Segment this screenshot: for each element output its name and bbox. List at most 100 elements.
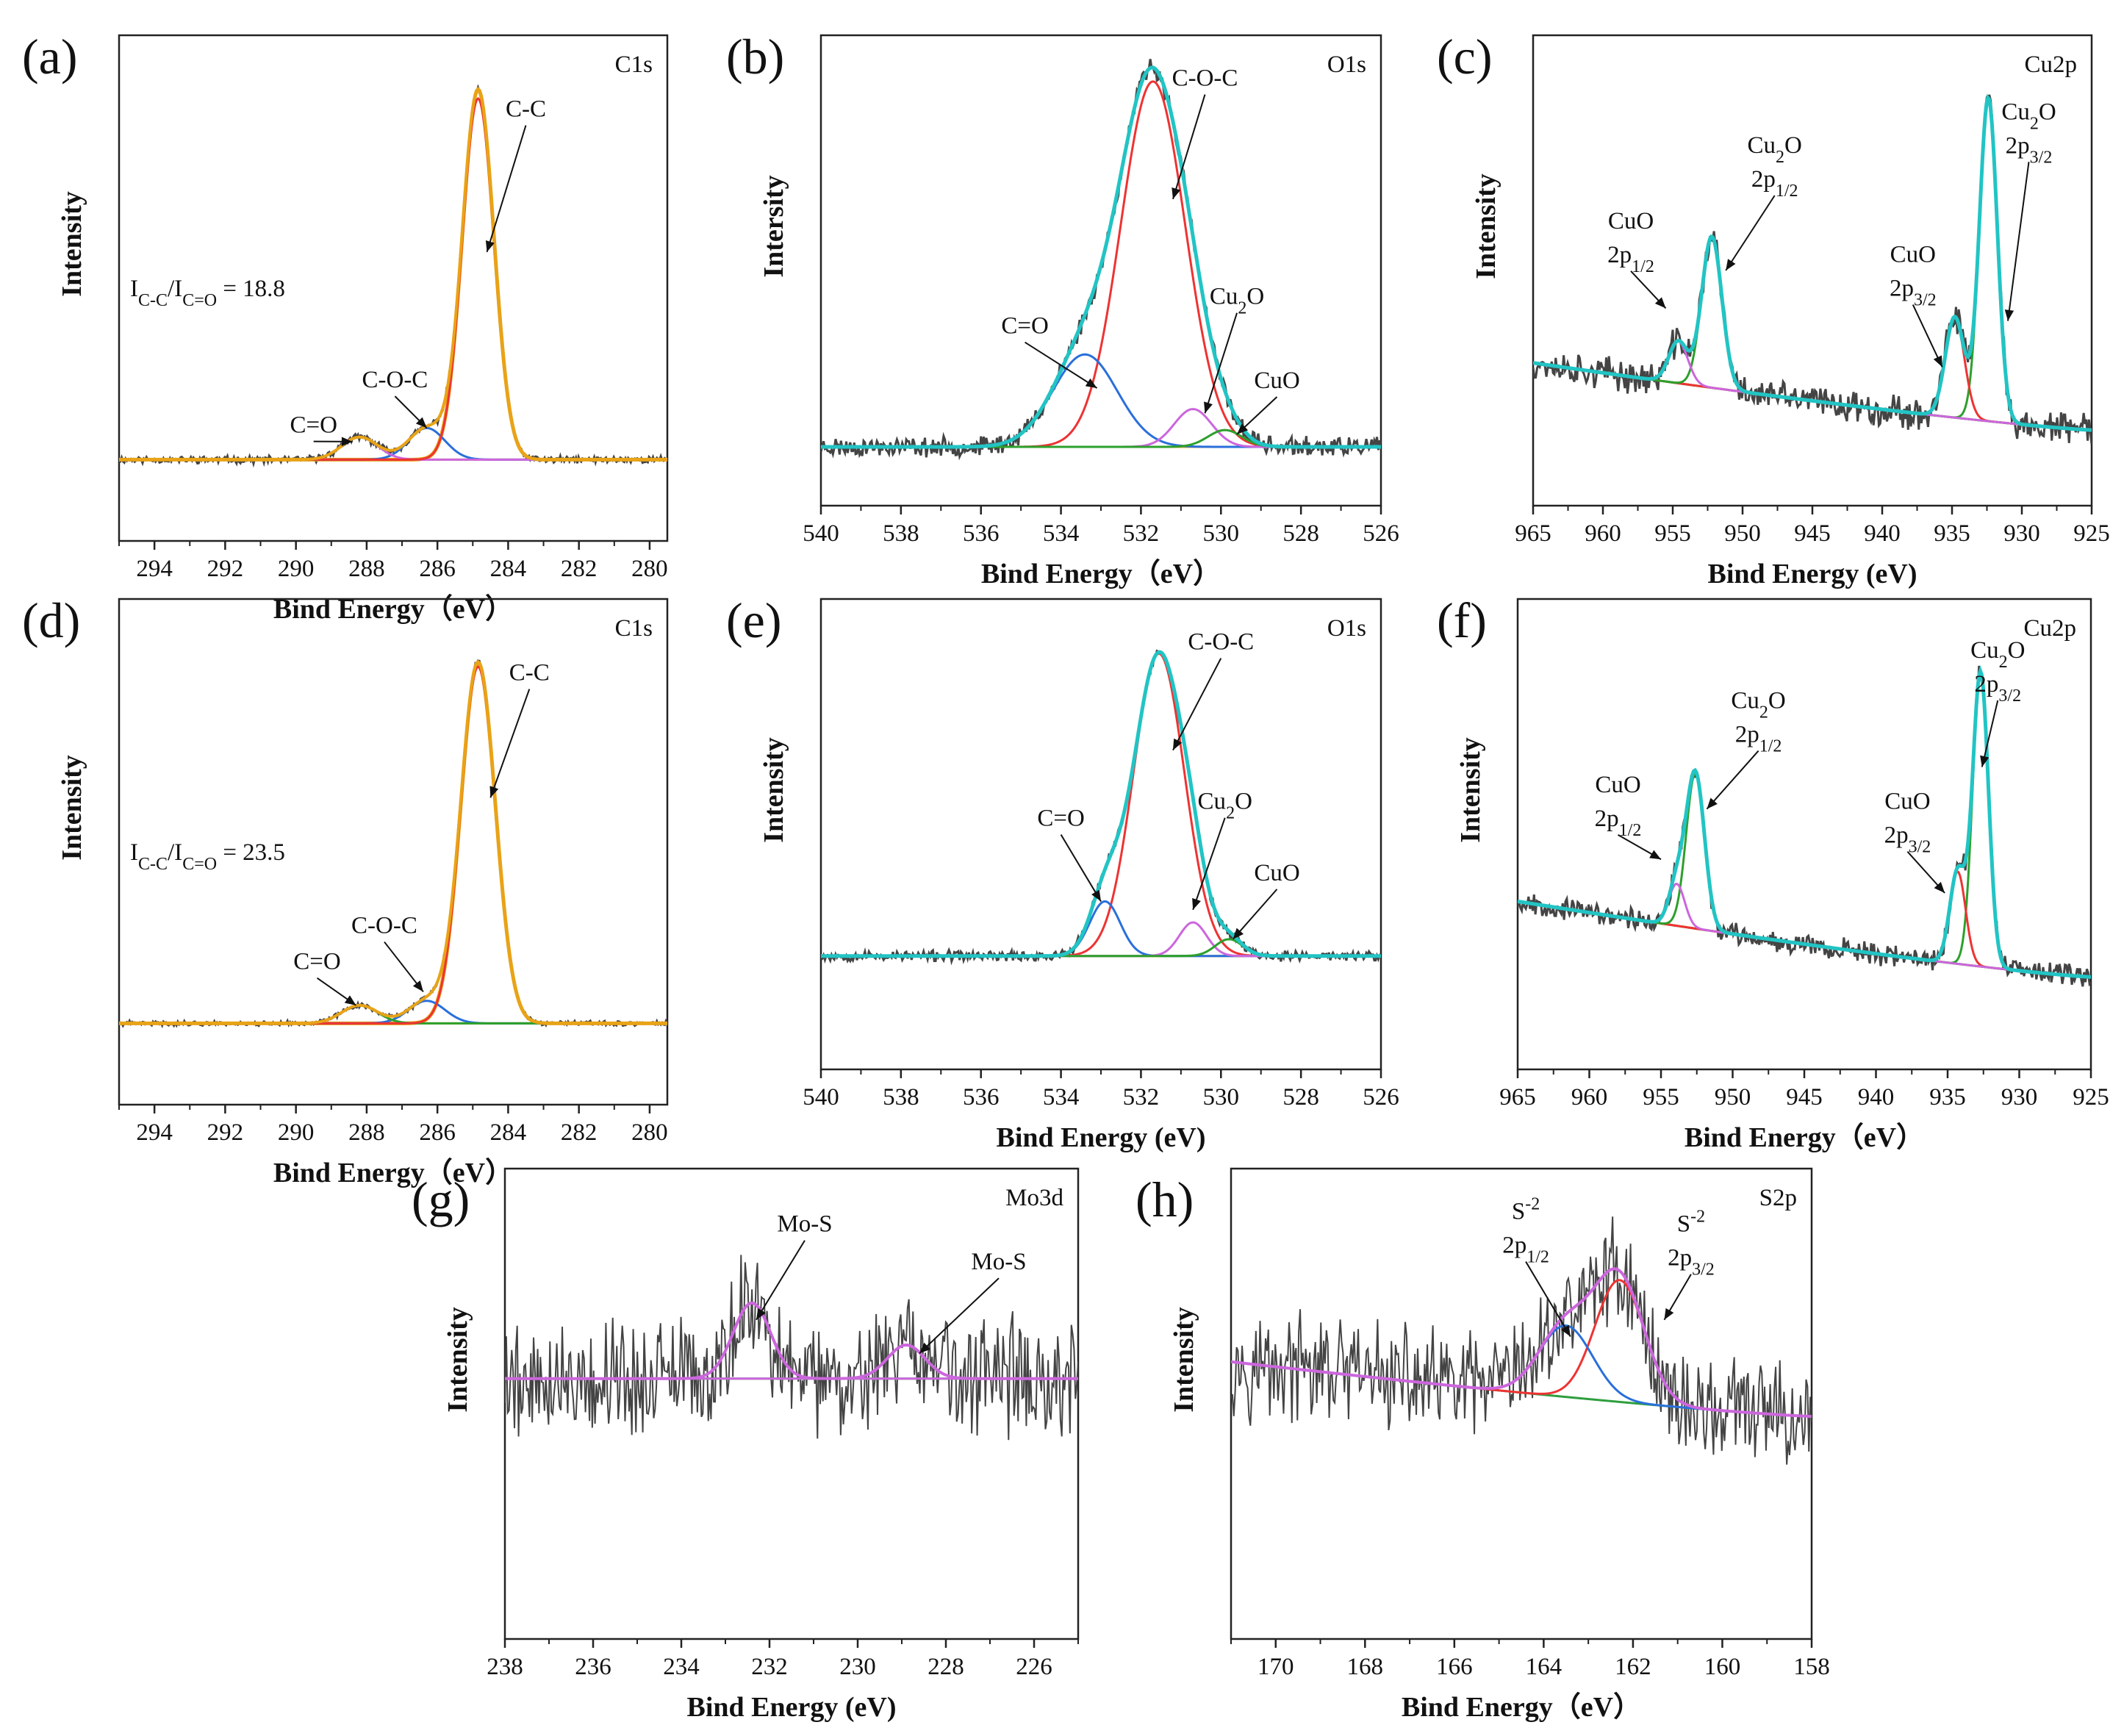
x-tick-label: 164 (1526, 1654, 1562, 1680)
x-tick-label: 528 (1282, 520, 1319, 547)
annotation-sublabel: 2p3/2 (1890, 276, 1937, 310)
x-tick-label: 945 (1786, 1084, 1823, 1111)
annotation-sublabel: 2p1/2 (1502, 1233, 1549, 1267)
annotation-arrow (1725, 195, 1776, 271)
fit-envelope-line (505, 1301, 1078, 1380)
x-tick-label: 532 (1123, 1084, 1160, 1111)
annotation-label: S-2 (1512, 1195, 1540, 1225)
arrow-head (1204, 401, 1213, 414)
x-tick-label: 965 (1515, 520, 1551, 547)
core-level-label: C1s (615, 51, 653, 78)
arrow-head (485, 240, 495, 252)
arrow-head (344, 995, 356, 1005)
x-tick-label: 925 (2073, 1084, 2109, 1111)
arrow-head (1233, 928, 1244, 939)
panel-label: (g) (412, 1172, 470, 1227)
annotation-label: C-O-C (362, 367, 428, 393)
annotation-sublabel: 2p1/2 (1735, 722, 1782, 756)
arrow-head (1091, 889, 1101, 902)
plot-area (119, 84, 667, 468)
plot-frame (118, 598, 669, 1106)
x-axis-label: Bind Energy（eV） (1402, 1692, 1641, 1723)
annotation-label: CuO (1254, 367, 1299, 394)
y-axis-label: Intensity (442, 1307, 473, 1413)
annotation-label: C-O-C (351, 913, 417, 939)
annotation-sublabel: 2p1/2 (1595, 806, 1642, 840)
annotation-arrow (489, 689, 531, 798)
y-axis-label: Intensity (57, 191, 87, 297)
peak-component-0 (1231, 1279, 1812, 1418)
x-tick-label: 292 (207, 1119, 244, 1146)
arrow-head (1664, 1308, 1674, 1320)
x-tick-label: 160 (1704, 1654, 1741, 1680)
x-tick-label: 292 (207, 556, 244, 582)
panel-label: (c) (1437, 29, 1492, 85)
annotation-label: C=O (293, 949, 340, 975)
panel-label: (d) (22, 592, 80, 648)
annotation-label: C-C (506, 96, 546, 123)
y-axis-label: Intensity (1455, 737, 1486, 843)
x-axis-label: Bind Energy（eV） (273, 1158, 513, 1188)
plot-frame (503, 1167, 1080, 1640)
x-tick-label: 950 (1715, 1084, 1751, 1111)
arrow-head (412, 980, 423, 992)
x-tick-label: 526 (1363, 1084, 1399, 1111)
annotation-arrow (1172, 658, 1222, 751)
arrow-head (1172, 187, 1181, 199)
annotation-arrow (1981, 700, 1999, 767)
x-tick-label: 238 (487, 1654, 523, 1680)
annotation-sublabel: 2p3/2 (1974, 671, 2021, 706)
x-tick-label: 540 (803, 520, 839, 547)
panel-label: (a) (22, 29, 77, 85)
x-tick-label: 960 (1571, 1084, 1608, 1111)
panel-c: 965 960 955 950 945 940 935 930 925 Bind Energy (… (1437, 29, 2110, 589)
panel-label: (b) (726, 29, 784, 85)
x-tick-label: 170 (1257, 1654, 1294, 1680)
x-tick-label: 230 (839, 1654, 876, 1680)
x-tick-label: 294 (136, 556, 173, 582)
core-level-label: S2p (1759, 1185, 1797, 1211)
x-tick-label: 232 (751, 1654, 788, 1680)
x-tick-label: 158 (1793, 1654, 1830, 1680)
annotation-arrow (1060, 834, 1102, 902)
core-level-label: O1s (1327, 615, 1366, 642)
annotation-label: CuO (1890, 242, 1936, 268)
annotation-label: S-2 (1677, 1208, 1705, 1238)
x-tick-label: 286 (419, 556, 456, 582)
x-axis-label: Bind Energy (eV) (1708, 559, 1917, 589)
arrow-head (1237, 423, 1249, 434)
arrow-head (1707, 797, 1718, 809)
x-tick-label: 955 (1654, 520, 1691, 547)
x-tick-label: 284 (490, 1119, 527, 1146)
x-tick-label: 290 (278, 556, 315, 582)
panel-e: 540 538 536 534 532 530 528 526 Bind Energy (eV)… (726, 592, 1399, 1153)
arrow-head (1192, 897, 1201, 910)
arrow-head (341, 437, 353, 447)
x-tick-label: 930 (2001, 1084, 2038, 1111)
x-tick-label: 528 (1282, 1084, 1319, 1111)
x-tick-label: 526 (1363, 520, 1399, 547)
x-tick-label: 290 (278, 1119, 315, 1146)
annotation-arrow (486, 125, 527, 253)
x-tick-label: 960 (1585, 520, 1621, 547)
annotation-label: CuO (1884, 789, 1930, 815)
x-tick-label: 162 (1615, 1654, 1651, 1680)
annotation-label: CuO (1608, 208, 1654, 234)
fit-envelope-line (1533, 93, 2092, 432)
annotation-sublabel: 2p3/2 (1884, 822, 1931, 857)
y-axis-label: Intersity (758, 175, 789, 277)
annotation-arrow (1912, 304, 1943, 367)
x-tick-label: 538 (883, 520, 919, 547)
x-tick-label: 228 (928, 1654, 964, 1680)
peak-component-2 (119, 1004, 667, 1025)
fit-envelope-line (119, 87, 667, 462)
arrow-head (1980, 755, 1990, 767)
peak-component-1 (821, 900, 1381, 958)
raw-data-line (505, 1255, 1078, 1441)
y-axis-label: Intensity (57, 755, 87, 861)
fit-envelope-line (119, 659, 667, 1025)
plot-area (1533, 93, 2092, 445)
x-tick-label: 234 (663, 1654, 700, 1680)
fit-envelope-line (821, 650, 1381, 958)
annotation-arrow (919, 1277, 1000, 1355)
